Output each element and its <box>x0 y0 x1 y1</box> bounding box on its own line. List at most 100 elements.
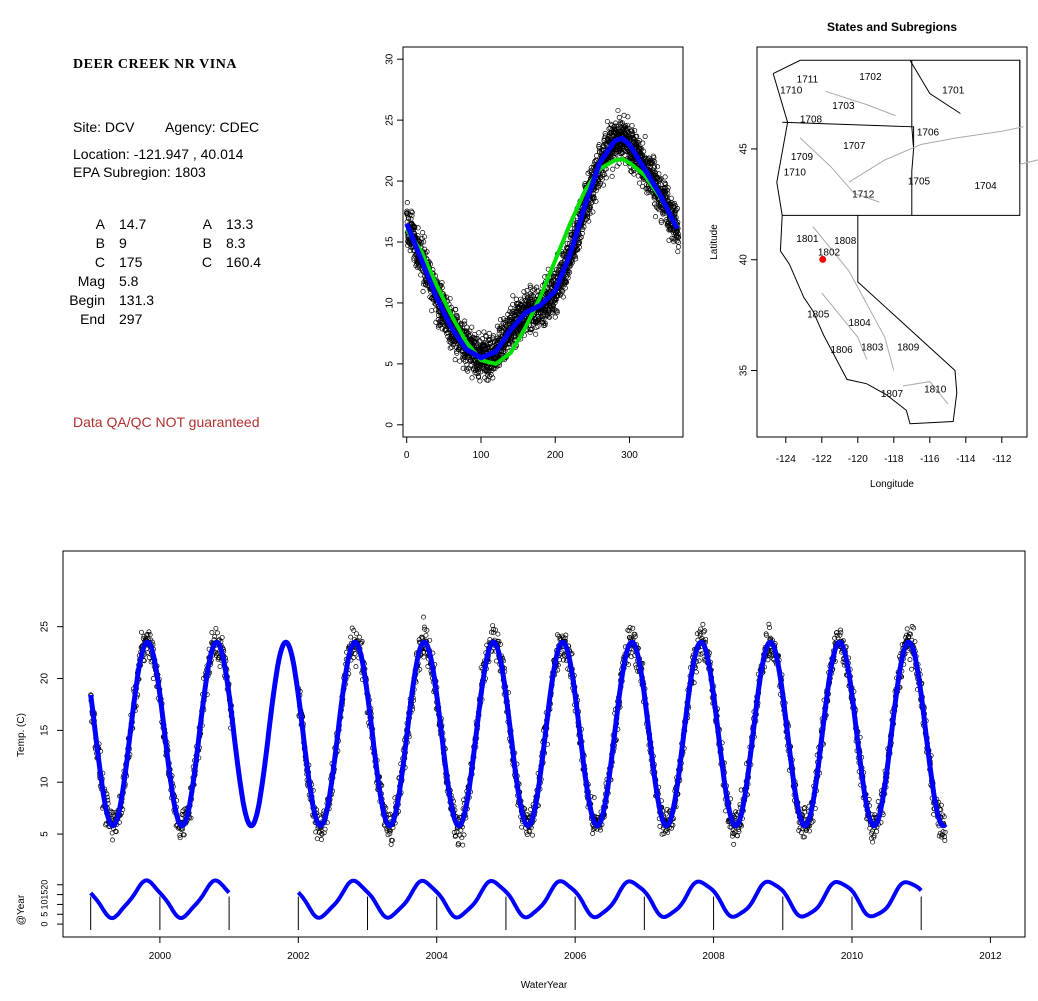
data-point <box>423 632 429 638</box>
x-tick-label: -118 <box>884 454 904 465</box>
data-point <box>612 129 618 136</box>
data-point <box>671 235 677 241</box>
data-point <box>646 190 652 196</box>
data-point <box>528 299 535 305</box>
subregion-label: 1806 <box>830 345 853 356</box>
data-point <box>575 241 582 247</box>
data-point <box>602 172 608 178</box>
subregion-label: 1802 <box>818 247 841 258</box>
data-point <box>616 114 622 120</box>
data-point <box>589 199 595 205</box>
data-point <box>110 837 115 843</box>
data-point <box>564 240 570 246</box>
subregion-label: 1803 <box>861 343 884 354</box>
data-point <box>467 357 473 364</box>
data-point <box>590 209 596 215</box>
data-point <box>459 322 465 328</box>
x-tick-label: 2010 <box>841 951 864 962</box>
data-point <box>497 317 503 323</box>
data-point <box>447 335 454 341</box>
data-point <box>668 203 674 209</box>
plot-frame <box>62 550 1026 938</box>
data-point <box>209 630 215 635</box>
data-point <box>469 375 475 381</box>
data-point <box>420 230 426 236</box>
location-line: Location: -121.947 , 40.014 <box>73 146 244 162</box>
data-point <box>215 630 220 636</box>
data-point <box>409 220 415 226</box>
data-point <box>318 837 324 842</box>
data-point <box>528 327 534 333</box>
data-point <box>630 625 636 631</box>
data-point <box>213 625 219 631</box>
subregion-label: 1710 <box>784 168 807 179</box>
data-point <box>472 364 478 370</box>
data-point <box>560 250 566 256</box>
data-point <box>628 135 634 141</box>
lower-y-tick-label: 5 <box>39 912 49 917</box>
data-point <box>567 269 573 275</box>
data-point <box>636 140 642 146</box>
data-point <box>488 372 494 378</box>
data-point <box>356 634 362 640</box>
data-point <box>530 832 535 838</box>
data-point <box>421 234 428 240</box>
data-point <box>587 205 593 211</box>
data-point <box>549 306 556 312</box>
x-tick-label: 2002 <box>287 951 310 962</box>
data-point <box>138 629 144 635</box>
data-point <box>625 129 631 135</box>
data-point <box>524 287 530 294</box>
data-point <box>461 832 467 838</box>
data-point <box>147 632 153 638</box>
data-point <box>452 357 458 363</box>
data-point <box>654 164 660 170</box>
data-point <box>110 809 116 815</box>
subregion-label: 1703 <box>832 101 855 112</box>
data-point <box>458 321 464 327</box>
data-point <box>410 222 416 228</box>
plot-frame <box>402 46 684 438</box>
data-point <box>642 133 648 139</box>
site-label: Site: DCV <box>73 119 135 135</box>
subregion-label: 1701 <box>942 86 965 97</box>
data-point <box>519 298 525 304</box>
data-point <box>474 360 480 366</box>
data-point <box>505 311 511 317</box>
data-point <box>562 285 568 291</box>
data-point <box>632 128 638 134</box>
data-point <box>615 107 621 114</box>
data-point <box>667 225 673 231</box>
data-point <box>447 345 453 351</box>
data-point <box>591 194 597 200</box>
y-tick-label: 20 <box>40 673 51 685</box>
data-point <box>604 118 610 125</box>
data-point <box>421 654 427 660</box>
y-tick-label: 20 <box>385 175 396 187</box>
data-point <box>437 319 443 325</box>
data-point <box>562 281 568 287</box>
data-point <box>479 343 486 349</box>
state-boundary <box>909 60 961 114</box>
subregion-label: 1704 <box>974 181 997 192</box>
data-point <box>656 171 662 177</box>
subregion-label: 1711 <box>797 74 819 85</box>
data-point <box>629 123 635 129</box>
data-point <box>321 830 327 836</box>
x-tick-label: 2006 <box>564 951 587 962</box>
subregion-label: 1709 <box>791 152 814 163</box>
data-point <box>506 316 512 322</box>
data-point <box>511 313 517 319</box>
data-point <box>597 181 604 187</box>
map-title: States and Subregions <box>827 20 957 34</box>
data-point <box>665 219 671 225</box>
data-point <box>353 664 359 670</box>
x-tick-label: 2004 <box>426 951 449 962</box>
data-point <box>612 120 619 126</box>
data-point <box>444 330 450 336</box>
y-tick-label: 10 <box>40 776 51 788</box>
map-frame <box>756 46 1028 438</box>
data-point <box>469 339 475 345</box>
data-point <box>633 139 639 145</box>
data-point <box>652 164 658 170</box>
